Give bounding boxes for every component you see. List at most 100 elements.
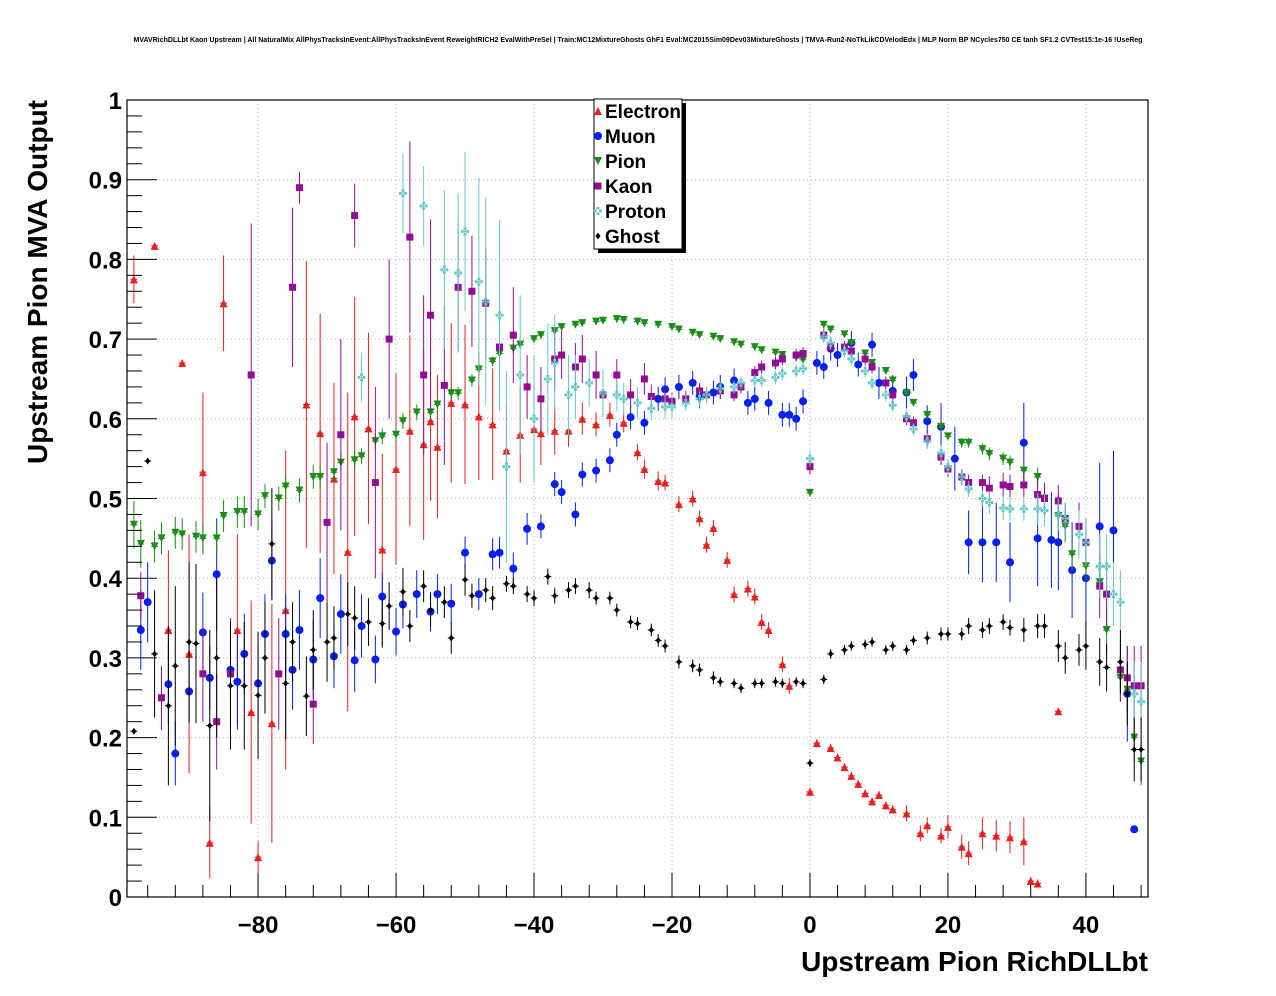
proton-point [847,355,856,364]
pion-point [592,317,601,326]
kaon-point [999,481,1007,489]
electron-point [447,398,456,407]
proton-point [819,332,828,341]
x-tick-label: −80 [238,912,279,939]
muon-point [233,677,242,686]
electron-point [178,359,187,368]
muon-point [1109,526,1118,535]
muon-point [212,570,221,579]
pion-point [467,376,476,385]
electron-point [640,465,649,474]
proton-point [1075,530,1084,539]
muon-point [688,378,697,387]
pion-point [999,454,1008,463]
kaon-point [771,359,779,367]
electron-point [1026,877,1035,886]
ghost-point [255,691,261,699]
muon-point [812,359,821,368]
legend-marker-electron [594,107,602,115]
muon-point [295,626,304,635]
x-tick-label: 0 [803,912,816,939]
electron-point [198,468,207,477]
ghost-point [1000,618,1006,626]
ghost-point [966,622,972,630]
ghost-point [207,722,213,730]
muon-point [495,548,504,557]
muon-point [819,362,828,371]
proton-point [1040,506,1049,515]
pion-point [157,534,166,543]
proton-point [599,389,608,398]
legend-marker-kaon [594,182,602,190]
proton-point [1116,598,1125,607]
ghost-point [469,592,475,600]
ghost-point [214,654,220,662]
proton-point [778,369,787,378]
muon-point [868,340,877,349]
electron-point [785,681,794,690]
muon-point [447,599,456,608]
pion-point [826,325,835,334]
pion-point [674,325,683,334]
y-tick-label: 0.7 [89,327,122,354]
electron-point [1033,879,1042,888]
legend-label-electron: Electron [605,102,681,123]
electron-point [254,853,263,862]
pion-point [329,468,338,477]
y-tick-label: 0.5 [89,487,122,514]
electron-point [619,418,628,427]
electron-point [461,400,470,409]
ghost-point [655,636,661,644]
electron-point [702,540,711,549]
proton-point [398,189,407,198]
electron-point [233,626,242,635]
x-tick-label: 40 [1073,912,1100,939]
electron-point [916,829,925,838]
y-tick-label: 0 [109,885,122,912]
proton-point [730,382,739,391]
electron-point [978,829,987,838]
muon-point [964,538,973,547]
pion-point [978,445,987,454]
electron-point [833,753,842,762]
proton-point [619,394,628,403]
x-axis-title: Upstream Pion RichDLLbt [801,946,1148,977]
kaon-point [613,371,621,379]
proton-point [736,378,745,387]
muon-point [799,397,808,406]
electron-point [957,842,966,851]
ghost-point [1097,658,1103,666]
pion-point [888,376,897,385]
electron-point [150,241,159,250]
proton-point [861,366,870,375]
electron-point [674,500,683,509]
ghost-point [379,620,385,628]
pion-point [274,494,283,503]
kaon-point [792,351,800,359]
ghost-point [1124,690,1130,698]
legend-box [593,98,683,250]
ghost-point [772,678,778,686]
electron-point [847,771,856,780]
ghost-point [1035,622,1041,630]
electron-point [688,494,697,503]
proton-point [943,462,952,471]
ghost-point [697,666,703,674]
ghost-point [959,630,965,638]
ghost-point [614,606,620,614]
muon-point [978,538,987,547]
ghost-point [1104,663,1110,671]
ghost-point [462,576,468,584]
pion-point [233,508,242,517]
electron-point [654,476,663,485]
kaon-point [978,479,986,487]
kaon-point [351,212,359,220]
kaon-point [275,670,283,678]
electron-point [661,478,670,487]
muon-point [378,592,387,601]
series-electron [129,241,1063,888]
y-tick-label: 0.2 [89,726,122,753]
axis-ticks: −80 −60 −40 −20 0 20 40 0 0.1 0.2 0.3 0.4 0.5 0.6 0.7 0… [89,88,1142,939]
ghost-point [890,642,896,650]
pion-point [433,400,442,409]
